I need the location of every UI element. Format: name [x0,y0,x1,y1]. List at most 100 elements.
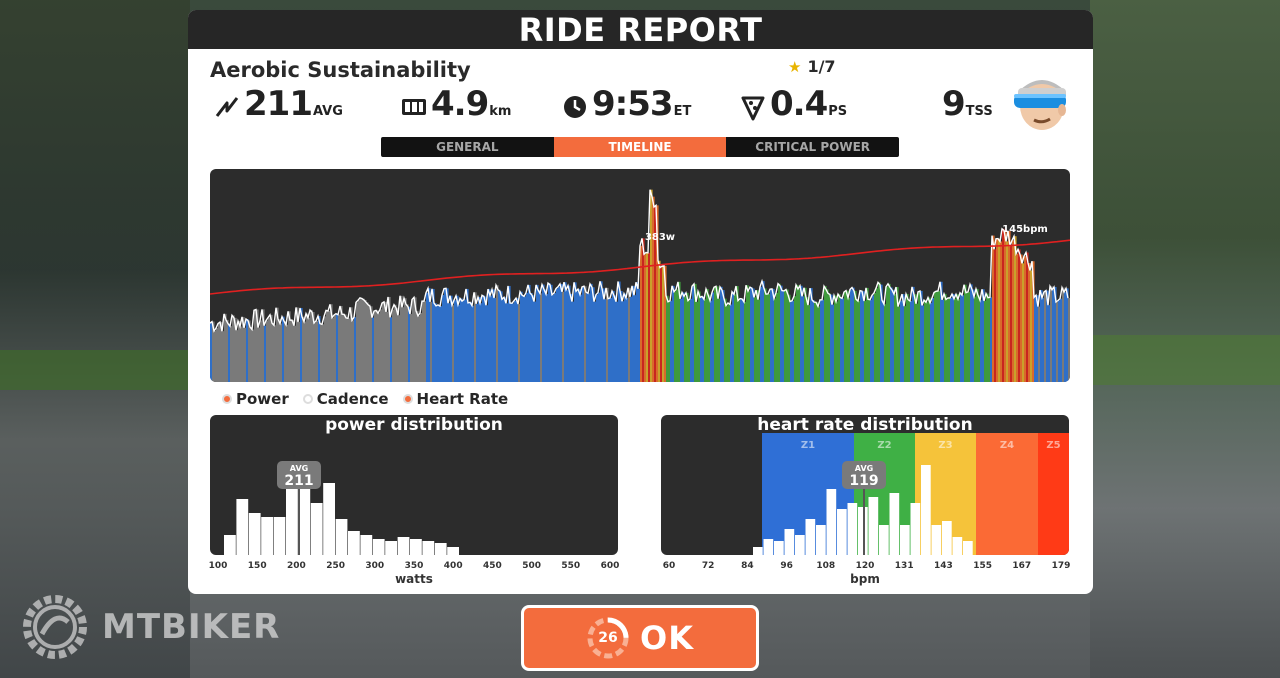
power-zone-bar [702,296,705,382]
power-zone-bar [590,283,593,382]
power-zone-bar [382,303,385,382]
power-zone-bar [356,302,359,382]
power-zone-bar [730,304,733,382]
power-zone-bar [892,289,895,382]
power-zone-bar [586,292,589,382]
power-histogram-bar [335,519,348,555]
legend-label: Cadence [316,390,389,408]
power-zone-bar [520,291,523,382]
power-zone-bar [724,298,727,382]
power-zone-bar [642,238,645,382]
power-zone-bar [840,297,843,382]
power-zone-bar [398,315,401,382]
power-zone-bar [888,283,891,382]
power-histogram-bar [236,499,249,555]
power-zone-bar [740,298,743,382]
power-zone-bar [434,303,437,382]
power-zone-bar [532,295,535,382]
power-zone-bar [266,320,269,382]
power-zone-bar [854,290,857,382]
tab-timeline[interactable]: TIMELINE [553,137,727,157]
legend-heart-rate[interactable]: Heart Rate [402,390,508,408]
power-zone-bar [786,289,789,382]
power-zone-bar [896,287,899,382]
page-title: RIDE REPORT [188,10,1093,49]
power-zone-bar [526,292,529,382]
power-zone-bar [524,296,527,382]
x-tick-label: 400 [443,561,463,571]
power-zone-bar [366,302,369,382]
power-zone-bar [1024,256,1027,382]
power-zone-bar [566,289,569,382]
tab-critical-power[interactable]: CRITICAL POWER [726,137,899,157]
power-zone-bar [774,298,777,382]
power-zone-bar [414,297,417,382]
power-zone-bar [782,290,785,382]
power-distribution-box: AVG 211 [210,415,618,555]
power-zone-bar [480,303,483,382]
power-zone-bar [908,299,911,382]
power-zone-bar [1066,288,1069,382]
power-zone-bar [530,292,533,382]
power-zone-bar [1016,253,1019,382]
power-zone-bar [270,314,273,382]
power-zone-bar [984,300,987,382]
power-zone-bar [484,296,487,382]
power-zone-bar [1054,286,1057,382]
stat-unit: AVG [312,104,343,119]
power-zone-bar [446,288,449,382]
power-zone-bar [254,310,257,382]
hr-histogram-bar [774,541,784,555]
power-zone-bar [812,299,815,382]
stat-time: 9:53 ET [562,84,691,130]
x-tick-label: 96 [780,561,793,571]
power-zone-bar [408,306,411,382]
power-zone-bar [876,288,879,382]
power-zone-bar [654,207,657,382]
workout-name: Aerobic Sustainability [210,58,471,82]
power-zone-bar [512,303,515,382]
power-zone-bar [464,299,467,382]
power-zone-bar [468,302,471,382]
power-zone-bar [634,295,637,382]
power-zone-bar [644,254,647,382]
legend-cadence[interactable]: Cadence [302,390,389,408]
power-zone-bar [376,310,379,382]
rating-value: 1/7 [807,57,836,76]
power-zone-bar [874,292,877,382]
power-zone-bar [1026,252,1029,382]
legend-hr-dot [402,394,413,404]
power-zone-bar [420,313,423,382]
power-zone-bar [802,296,805,382]
power-zone-bar [682,292,685,382]
power-zone-bar [268,317,271,382]
power-zone-bar [830,294,833,382]
ok-button[interactable]: 26 OK [521,605,759,671]
power-zone-bar [462,301,465,382]
hr-histogram-bar [942,521,952,555]
power-zone-bar [798,288,801,382]
power-zone-bar [404,298,407,382]
power-zone-bar [834,295,837,382]
power-zone-bar [444,288,447,382]
power-zone-bar [852,287,855,382]
power-zone-bar [240,326,243,382]
power-zone-bar [320,323,323,382]
power-zone-bar [298,322,301,382]
power-zone-bar [518,303,521,382]
avatar[interactable] [1008,72,1070,132]
power-zone-bar [1052,289,1055,382]
stat-power: 211 AVG [214,84,343,130]
power-histogram-bar [224,535,236,555]
power-zone-bar [236,330,239,382]
power-zone-bar [710,300,713,382]
power-zone-bar [948,298,951,382]
legend-power[interactable]: Power [222,390,289,408]
power-zone-bar [562,291,565,382]
power-zone-bar [648,252,651,382]
tab-general[interactable]: GENERAL [381,137,554,157]
power-zone-bar [878,282,881,382]
power-zone-bar [330,304,333,382]
power-zone-bar [992,235,995,382]
x-tick-label: 60 [662,561,676,571]
